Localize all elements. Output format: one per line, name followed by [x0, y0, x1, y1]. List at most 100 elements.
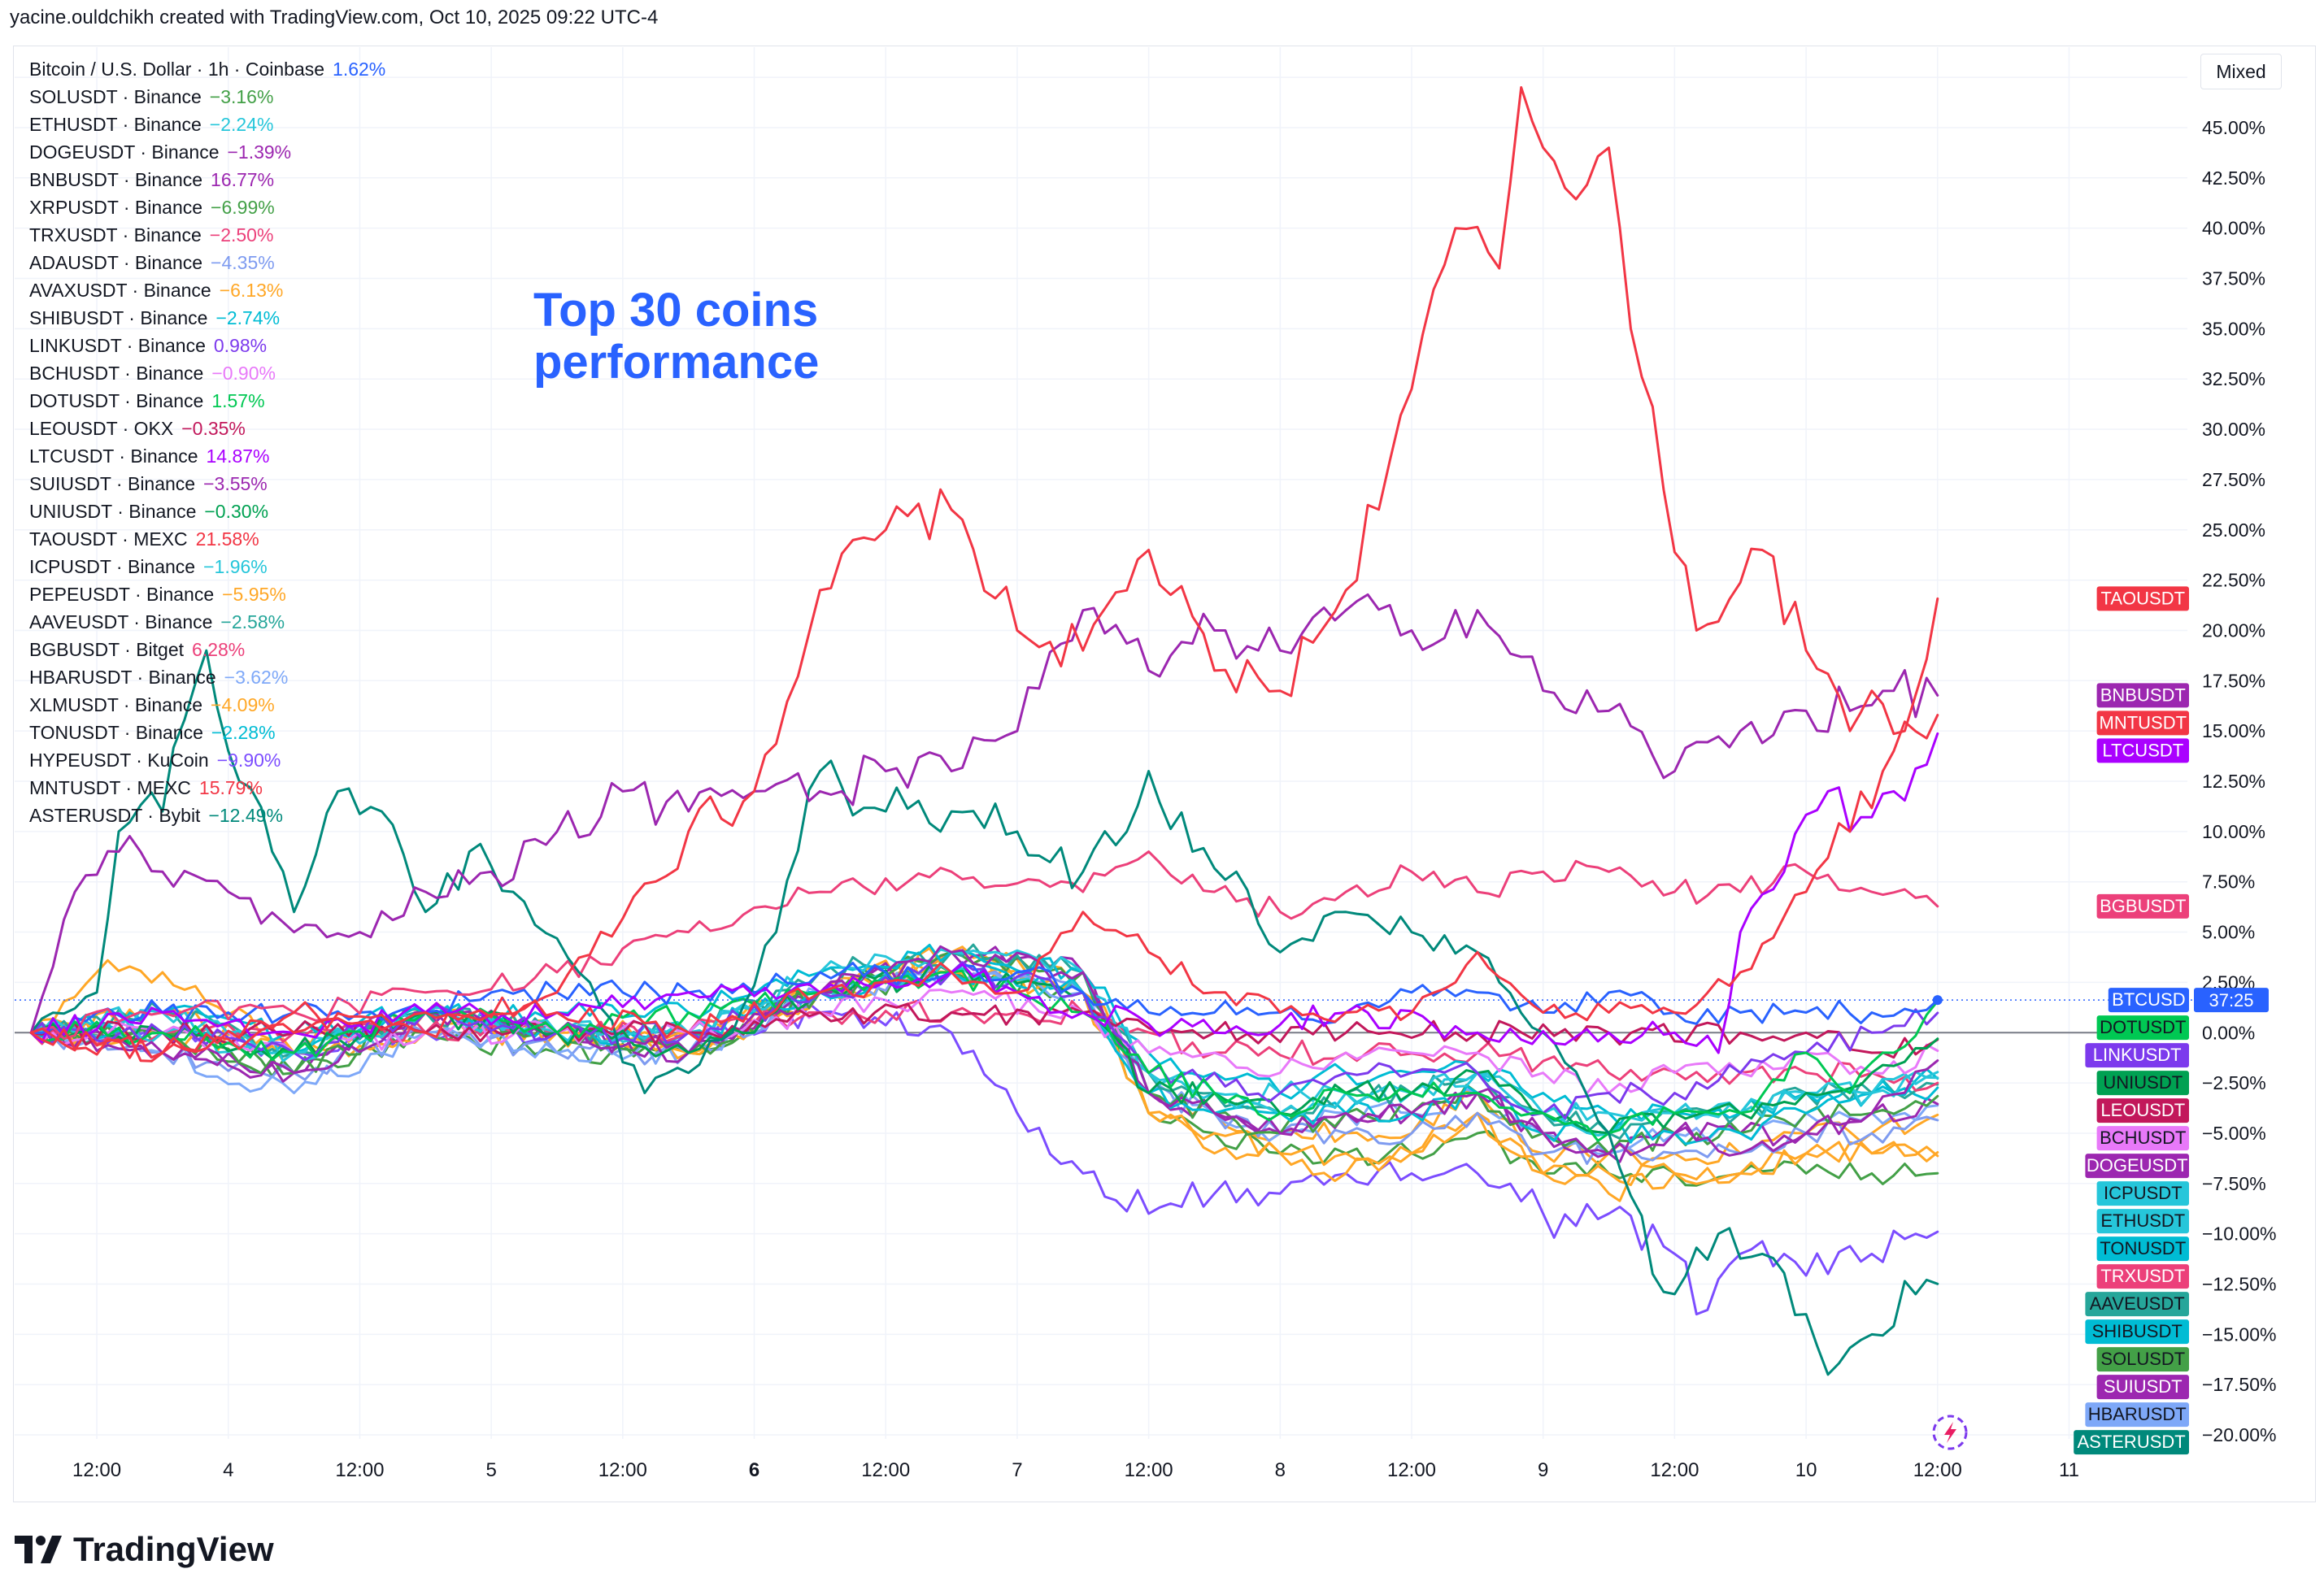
legend-row[interactable]: LINKUSDT · Binance 0.98%	[29, 332, 385, 359]
series-tag-bg	[2096, 683, 2189, 708]
y-tick-label: 7.50%	[2202, 871, 2255, 893]
scale-mode-button[interactable]: Mixed	[2200, 54, 2282, 89]
series-tag-label: SHIBUSDT	[2092, 1321, 2183, 1341]
legend-change: −9.90%	[216, 750, 281, 771]
x-tick-label: 11	[2059, 1459, 2079, 1481]
series-tag-bg	[2096, 1071, 2189, 1096]
series-tag-bg	[2085, 1402, 2189, 1428]
legend-symbol: ETHUSDT · Binance	[29, 114, 202, 135]
series-tag-label: BNBUSDT	[2100, 685, 2186, 705]
legend-row[interactable]: XRPUSDT · Binance −6.99%	[29, 193, 385, 221]
y-tick-label: 10.00%	[2202, 821, 2265, 842]
legend-change: 14.87%	[206, 445, 270, 467]
y-tick-label: 40.00%	[2202, 218, 2265, 239]
series-tag-bg	[2096, 893, 2189, 919]
legend-change: −1.96%	[203, 556, 268, 577]
legend-row[interactable]: ADAUSDT · Binance −4.35%	[29, 249, 385, 276]
legend-change: −4.09%	[211, 694, 275, 715]
series-tag-label: AAVEUSDT	[2090, 1293, 2185, 1314]
series-tag-bg	[2096, 1236, 2189, 1262]
tradingview-logo[interactable]: TradingView	[15, 1530, 274, 1569]
x-tick-label: 12:00	[335, 1459, 384, 1481]
y-tick-label: 5.00%	[2202, 922, 2255, 943]
series-tag-label: LEOUSDT	[2100, 1100, 2185, 1120]
legend-row[interactable]: AVAXUSDT · Binance −6.13%	[29, 276, 385, 304]
legend-symbol: LINKUSDT · Binance	[29, 335, 206, 356]
legend-row[interactable]: MNTUSDT · MEXC 15.79%	[29, 774, 385, 802]
legend-symbol: SUIUSDT · Binance	[29, 473, 196, 494]
x-tick-label: 12:00	[72, 1459, 121, 1481]
legend-row[interactable]: TAOUSDT · MEXC 21.58%	[29, 525, 385, 553]
y-tick-label: 22.50%	[2202, 570, 2265, 591]
series-tag-label: SOLUSDT	[2100, 1349, 2185, 1369]
legend-change: −6.13%	[219, 280, 284, 301]
legend-symbol: TAOUSDT · MEXC	[29, 528, 188, 550]
legend-symbol: BNBUSDT · Binance	[29, 169, 203, 190]
legend-row[interactable]: UNIUSDT · Binance −0.30%	[29, 498, 385, 525]
series-tag-bg	[2096, 1181, 2189, 1206]
series-tag-bg	[2085, 1043, 2189, 1068]
legend-row[interactable]: DOGEUSDT · Binance −1.39%	[29, 138, 385, 166]
legend-change: −6.99%	[211, 197, 275, 218]
legend-row[interactable]: HYPEUSDT · KuCoin −9.90%	[29, 746, 385, 774]
legend-row[interactable]: BNBUSDT · Binance 16.77%	[29, 166, 385, 193]
legend-change: 15.79%	[198, 777, 263, 798]
annotation-line-2: performance	[533, 336, 820, 389]
series-line-uniusdt	[29, 963, 1939, 1135]
legend-row[interactable]: SOLUSDT · Binance −3.16%	[29, 83, 385, 111]
legend-row[interactable]: SHIBUSDT · Binance −2.74%	[29, 304, 385, 332]
legend-symbol: SOLUSDT · Binance	[29, 86, 202, 107]
legend-row[interactable]: ETHUSDT · Binance −2.24%	[29, 111, 385, 138]
chart-frame[interactable]	[13, 46, 2316, 1502]
legend-symbol: TONUSDT · Binance	[29, 722, 203, 743]
legend-row[interactable]: ASTERUSDT · Bybit −12.49%	[29, 802, 385, 829]
legend-row[interactable]: HBARUSDT · Binance −3.62%	[29, 663, 385, 691]
series-tag-label: UNIUSDT	[2103, 1072, 2183, 1093]
y-tick-label: −20.00%	[2202, 1424, 2276, 1445]
series-tag-label: BCHUSDT	[2100, 1128, 2186, 1148]
legend-row[interactable]: Bitcoin / U.S. Dollar · 1h · Coinbase 1.6…	[29, 55, 385, 83]
legend-row[interactable]: DOTUSDT · Binance 1.57%	[29, 387, 385, 415]
marks-layer	[15, 995, 2261, 1006]
legend-symbol: ADAUSDT · Binance	[29, 252, 203, 273]
legend-symbol: LEOUSDT · OKX	[29, 418, 174, 439]
series-tags-layer: TAOUSDT BNBUSDT MNTUSDT LTCUSDT BGBUSDT BTCUS…	[2074, 586, 2269, 1455]
series-tag-bg	[2074, 1430, 2189, 1455]
y-tick-label: −15.00%	[2202, 1323, 2276, 1345]
legend-row[interactable]: TONUSDT · Binance −2.28%	[29, 719, 385, 746]
legend-row[interactable]: LTCUSDT · Binance 14.87%	[29, 442, 385, 470]
legend-row[interactable]: TRXUSDT · Binance −2.50%	[29, 221, 385, 249]
series-line-asterusdt	[29, 649, 1939, 1376]
legend-row[interactable]: LEOUSDT · OKX −0.35%	[29, 415, 385, 442]
y-tick-label: −2.50%	[2202, 1072, 2266, 1093]
series-tag-bg	[2096, 586, 2189, 611]
x-tick-label: 8	[1275, 1459, 1286, 1481]
legend-change: 1.62%	[333, 59, 386, 80]
legend-row[interactable]: SUIUSDT · Binance −3.55%	[29, 470, 385, 498]
series-tag-bg	[2096, 1126, 2189, 1151]
grid-layer	[15, 47, 2187, 1439]
legend-row[interactable]: ICPUSDT · Binance −1.96%	[29, 553, 385, 580]
series-line-taousdt	[29, 86, 1939, 1059]
legend-row[interactable]: XLMUSDT · Binance −4.09%	[29, 691, 385, 719]
tradingview-logo-icon	[15, 1536, 62, 1563]
legend-symbol: UNIUSDT · Binance	[29, 501, 197, 522]
legend-change: −4.35%	[211, 252, 275, 273]
y-tick-label: 15.00%	[2202, 720, 2265, 741]
legend-row[interactable]: BGBUSDT · Bitget 6.28%	[29, 636, 385, 663]
lightning-replay-icon[interactable]	[1932, 1415, 1968, 1450]
series-line-dogeusdt	[29, 945, 1939, 1158]
y-tick-label: −17.50%	[2202, 1374, 2276, 1395]
legend-change: −2.24%	[209, 114, 274, 135]
tradingview-wordmark: TradingView	[73, 1530, 274, 1568]
legend-row[interactable]: AAVEUSDT · Binance −2.58%	[29, 608, 385, 636]
legend-row[interactable]: BCHUSDT · Binance −0.90%	[29, 359, 385, 387]
legend-change: 0.98%	[213, 335, 268, 356]
legend-change: −12.49%	[208, 805, 283, 826]
series-tag-bg	[2096, 1375, 2189, 1400]
series-tag-label: LTCUSDT	[2102, 740, 2183, 760]
legend-change: 21.58%	[195, 528, 259, 550]
legend-row[interactable]: PEPEUSDT · Binance −5.95%	[29, 580, 385, 608]
legend-symbol: DOTUSDT · Binance	[29, 390, 204, 411]
